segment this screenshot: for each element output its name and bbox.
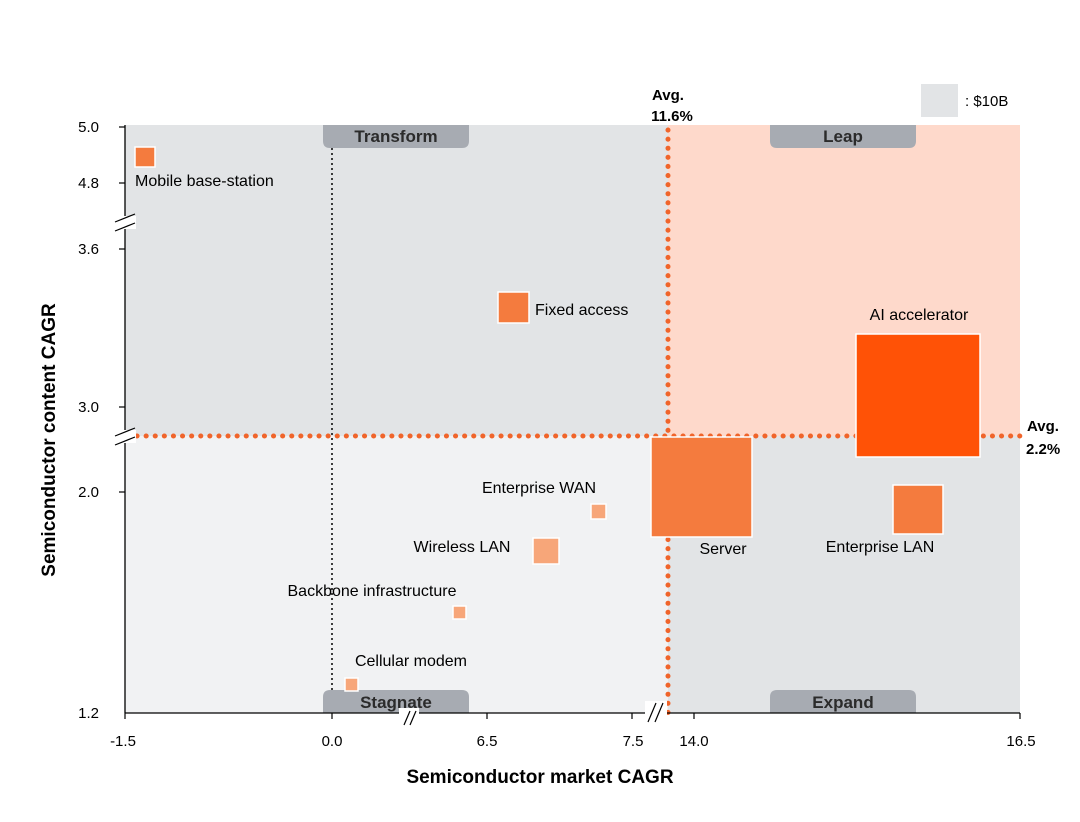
x-average-value: 11.6% [651,108,693,125]
bubble-series-5: Enterprise WAN [482,480,607,520]
y-tick-label: 4.8 [78,175,99,192]
quadrant-label-transform: Transform [354,127,437,146]
bubble-fixed-access [497,291,530,324]
y-axis-break-upper [114,213,136,232]
bubble-series-7: Backbone infrastructure [288,583,467,620]
x-axis-break-right [645,701,667,725]
quadrant-label-stagnate: Stagnate [360,693,432,712]
bubble-series-4: Enterprise LAN [826,484,944,556]
bubble-series-1: Fixed access [497,291,628,324]
quadrant-stagnate-bg [125,436,668,713]
x-axis-break-left [399,708,419,728]
x-tick-label: 14.0 [679,733,708,750]
legend-swatch [921,84,958,117]
y-average-label: Avg. [1027,418,1059,435]
bubble-label-ai-accelerator: AI accelerator [870,307,969,324]
bubble-wireless-lan [532,537,560,565]
bubble-label-backbone-infrastructure: Backbone infrastructure [288,583,457,600]
y-tick-marks [119,126,125,493]
bubble-mobile-base-station [134,146,156,168]
bubble-series-8: Cellular modem [344,653,467,692]
quadrant-tab-expand: Expand [770,690,916,713]
x-tick-label: 7.5 [623,733,644,750]
quadrant-label-leap: Leap [823,127,863,146]
quadrant-label-expand: Expand [812,693,873,712]
bubble-server [650,436,753,538]
x-tick-label: 16.5 [1006,733,1035,750]
y-tick-label: 1.2 [78,705,99,722]
quadrant-tab-leap: Leap [770,125,916,148]
quadrant-transform-bg [125,125,668,436]
quadrant-tab-transform: Transform [323,125,469,148]
y-tick-label: 3.0 [78,399,99,416]
quadrant-tab-stagnate: Stagnate [323,690,469,713]
bubble-series-2: AI accelerator [855,307,981,458]
y-axis-break-lower [114,427,136,446]
bubble-enterprise-lan [892,484,944,535]
bubble-label-wireless-lan: Wireless LAN [414,539,511,556]
legend-label: : $10B [965,93,1008,110]
x-tick-label: 6.5 [477,733,498,750]
x-average-label: Avg. [652,87,684,104]
bubble-series-3: Server [650,436,753,558]
x-tick-label: 0.0 [322,733,343,750]
bubble-backbone-infrastructure [452,605,467,620]
x-axis-title: Semiconductor market CAGR [406,767,673,788]
bubble-ai-accelerator [855,333,981,458]
bubble-series-0: Mobile base-station [134,146,274,190]
y-tick-label: 3.6 [78,241,99,258]
y-axis-title: Semiconductor content CAGR [39,303,60,577]
x-tick-label: -1.5 [110,733,136,750]
x-tick-marks [124,713,1021,719]
bubble-label-enterprise-wan: Enterprise WAN [482,480,596,497]
bubble-enterprise-wan [590,503,607,520]
bubble-cellular-modem [344,677,359,692]
bubble-label-server: Server [699,541,747,558]
y-tick-label: 5.0 [78,119,99,136]
bubble-label-cellular-modem: Cellular modem [355,653,467,670]
bubble-label-enterprise-lan: Enterprise LAN [826,539,935,556]
bubble-label-fixed-access: Fixed access [535,302,628,319]
y-average-value: 2.2% [1026,441,1060,458]
y-tick-label: 2.0 [78,484,99,501]
bubble-series-6: Wireless LAN [414,537,560,565]
bubble-label-mobile-base-station: Mobile base-station [135,173,274,190]
